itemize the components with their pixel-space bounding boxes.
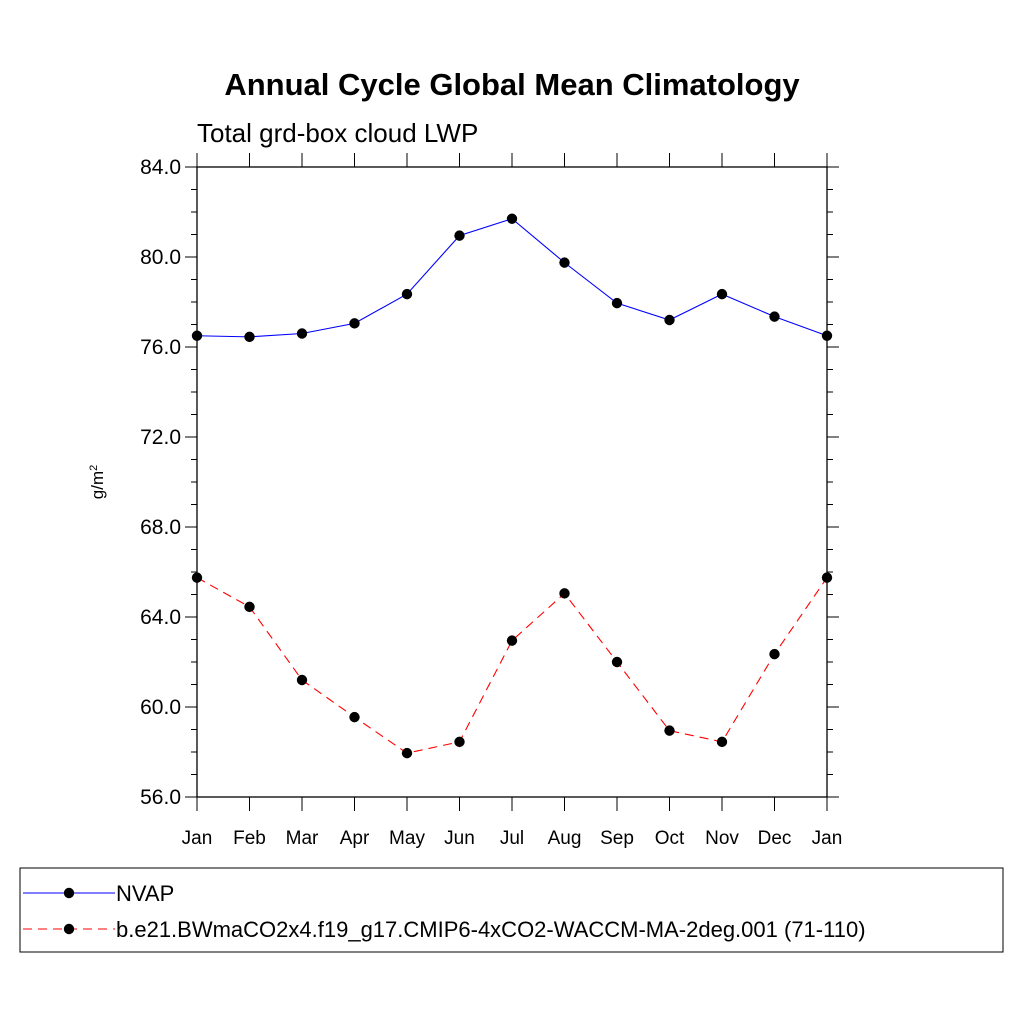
x-tick-label: Oct: [655, 828, 685, 849]
data-point: [401, 747, 413, 759]
y-tick-label: 56.0: [140, 786, 181, 809]
data-point: [296, 674, 308, 686]
y-tick-label: 68.0: [140, 516, 181, 539]
y-tick-label: 72.0: [140, 426, 181, 449]
series-1: [191, 213, 833, 343]
x-tick-label: Dec: [758, 828, 792, 849]
series-line: [196, 218, 828, 338]
data-point: [611, 656, 623, 668]
legend-box: [19, 867, 1004, 953]
legend: NVAP b.e21.BWmaCO2x4.f19_g17.CMIP6-4xCO2-…: [19, 867, 1004, 953]
data-point: [769, 648, 780, 660]
data-point: [821, 572, 833, 583]
axes: 56.0 60.0 64.0 68.0 72.0 76.0 80.0 84.0 Jan Feb Ma…: [140, 153, 842, 849]
x-tick-label: Sep: [600, 828, 634, 849]
data-point: [506, 213, 518, 224]
data-point: [559, 588, 570, 599]
x-tick-label: Aug: [548, 828, 582, 849]
chart-subtitle: Total grd-box cloud LWP: [197, 118, 478, 148]
y-tick-label: 60.0: [140, 696, 181, 719]
y-tick-label: 64.0: [140, 606, 181, 629]
legend-label: NVAP: [116, 881, 174, 906]
chart-title: Annual Cycle Global Mean Climatology: [224, 67, 800, 102]
data-point: [716, 288, 728, 300]
data-point: [349, 318, 360, 329]
data-point: [559, 257, 570, 268]
data-point: [191, 330, 203, 341]
y-tick-label: 80.0: [140, 246, 181, 269]
data-point: [664, 314, 675, 326]
legend-marker: [63, 923, 75, 935]
plot-frame: [196, 166, 828, 798]
x-tick-label: Apr: [340, 828, 370, 849]
data-point: [821, 330, 833, 341]
x-tick-label: May: [389, 828, 425, 849]
series-line: [196, 577, 828, 754]
series-layer: [191, 213, 833, 759]
x-tick-label: Mar: [286, 828, 319, 849]
data-point: [349, 711, 360, 723]
data-point: [506, 635, 518, 646]
data-point: [401, 288, 413, 300]
y-axis-label-base: g/m: [88, 471, 107, 499]
data-point: [191, 572, 203, 583]
y-tick-label: 84.0: [140, 156, 181, 179]
x-tick-label: Nov: [705, 828, 739, 849]
x-tick-label: Feb: [233, 828, 266, 849]
x-tick-label: Jun: [444, 828, 475, 849]
series-2: [191, 572, 833, 759]
x-tick-label: Jan: [182, 828, 213, 849]
legend-marker: [63, 887, 75, 899]
data-point: [296, 328, 308, 339]
data-point: [454, 230, 465, 241]
data-point: [611, 297, 623, 309]
data-point: [664, 725, 675, 736]
y-axis-label-superscript: 2: [88, 465, 100, 471]
y-axis-label: g/m2: [88, 465, 107, 499]
y-tick-label: 76.0: [140, 336, 181, 359]
data-point: [244, 601, 255, 613]
data-point: [769, 311, 780, 322]
x-tick-label: Jul: [500, 828, 524, 849]
x-tick-label: Jan: [812, 828, 843, 849]
data-point: [716, 736, 728, 748]
data-point: [244, 331, 255, 343]
data-point: [454, 736, 465, 748]
legend-label: b.e21.BWmaCO2x4.f19_g17.CMIP6-4xCO2-WACC…: [116, 917, 866, 942]
